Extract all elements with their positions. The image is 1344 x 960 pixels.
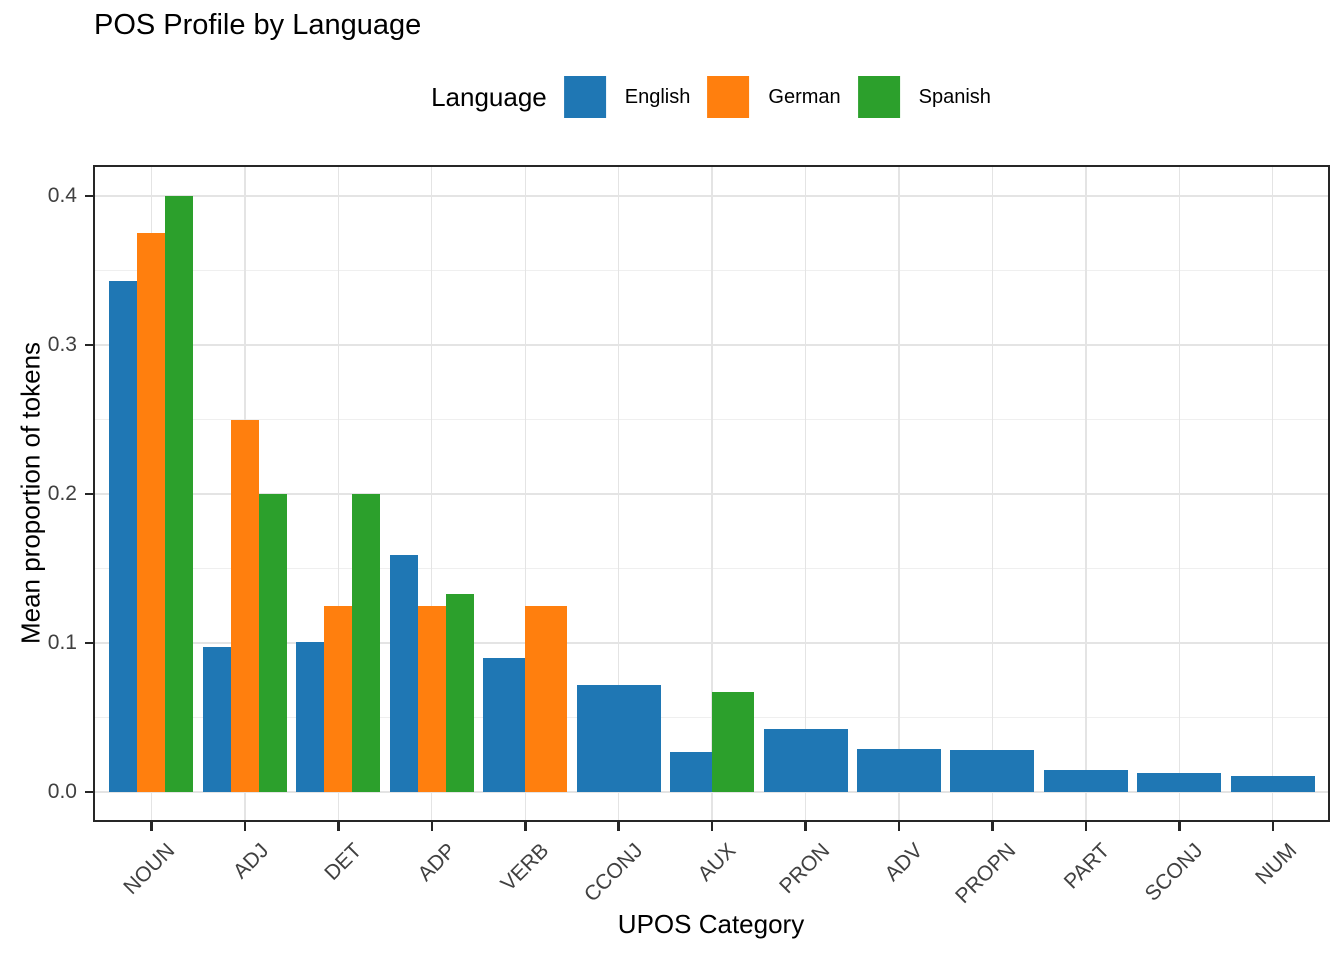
x-tick-mark xyxy=(524,822,527,831)
legend-swatch-german xyxy=(707,76,750,118)
bar-english-adv xyxy=(857,748,941,792)
y-tick-mark xyxy=(85,195,93,197)
gridline-vertical xyxy=(1272,167,1274,820)
x-axis-title: UPOS Category xyxy=(617,909,805,939)
bar-english-adj xyxy=(202,647,231,792)
x-tick-mark xyxy=(243,822,247,831)
bar-english-verb xyxy=(483,657,526,792)
chart-title: POS Profile by Language xyxy=(94,9,422,41)
y-tick-label: 0.3 xyxy=(47,333,77,356)
x-tick-mark xyxy=(1271,822,1275,831)
x-tick-mark xyxy=(617,822,620,831)
x-tick-mark xyxy=(991,822,994,831)
bar-english-aux xyxy=(670,751,713,792)
legend-item-german: German xyxy=(707,76,841,118)
y-tick-mark xyxy=(85,344,93,346)
gridline-vertical xyxy=(337,167,339,820)
bar-german-noun xyxy=(137,233,166,792)
bar-english-noun xyxy=(109,280,138,792)
legend: Language English German Spanish xyxy=(431,76,991,118)
y-tick-mark xyxy=(85,493,93,495)
gridline-vertical xyxy=(804,167,807,820)
legend-label: English xyxy=(624,85,691,108)
y-tick-mark xyxy=(85,791,93,793)
x-tick-mark xyxy=(337,822,340,831)
x-tick-mark xyxy=(150,822,153,831)
x-tick-mark xyxy=(1178,822,1181,831)
plot-panel xyxy=(93,165,1330,822)
bar-spanish-adp xyxy=(445,593,474,792)
bar-english-part xyxy=(1043,769,1128,792)
gridline-vertical xyxy=(524,167,526,820)
y-tick-label: 0.0 xyxy=(47,780,77,803)
x-tick-mark xyxy=(430,822,434,831)
bar-english-adp xyxy=(389,555,418,792)
legend-title: Language xyxy=(431,81,547,112)
bar-english-propn xyxy=(950,750,1035,792)
bar-english-pron xyxy=(763,729,848,792)
y-tick-mark xyxy=(85,642,93,644)
bar-spanish-det xyxy=(352,494,381,792)
bar-english-det xyxy=(296,641,325,792)
bar-english-sconj xyxy=(1137,772,1222,792)
bar-english-cconj xyxy=(576,684,661,792)
y-tick-label: 0.1 xyxy=(47,631,77,654)
bar-german-verb xyxy=(525,605,568,792)
gridline-vertical xyxy=(1085,167,1087,820)
x-tick-mark xyxy=(710,822,714,831)
y-tick-label: 0.4 xyxy=(47,184,77,207)
legend-label: Spanish xyxy=(918,85,991,108)
bar-spanish-adj xyxy=(258,494,287,792)
legend-item-english: English xyxy=(563,76,691,118)
legend-swatch-spanish xyxy=(857,76,900,118)
x-tick-mark xyxy=(1084,822,1088,831)
legend-swatch-english xyxy=(563,76,606,118)
bar-german-adj xyxy=(230,419,259,792)
bar-german-adp xyxy=(417,605,446,792)
gridline-vertical xyxy=(1178,167,1181,820)
legend-item-spanish: Spanish xyxy=(857,76,991,118)
legend-label: German xyxy=(768,85,841,108)
gridline-vertical xyxy=(711,167,713,820)
y-tick-label: 0.2 xyxy=(47,482,77,505)
gridline-vertical xyxy=(898,167,900,820)
bar-spanish-aux xyxy=(712,692,755,792)
bar-german-det xyxy=(324,605,353,792)
gridline-vertical xyxy=(431,167,433,820)
gridline-vertical xyxy=(991,167,994,820)
bar-spanish-noun xyxy=(165,196,194,792)
gridline-vertical xyxy=(617,167,620,820)
bar-english-num xyxy=(1230,775,1315,792)
x-tick-mark xyxy=(897,822,901,831)
x-tick-mark xyxy=(804,822,807,831)
